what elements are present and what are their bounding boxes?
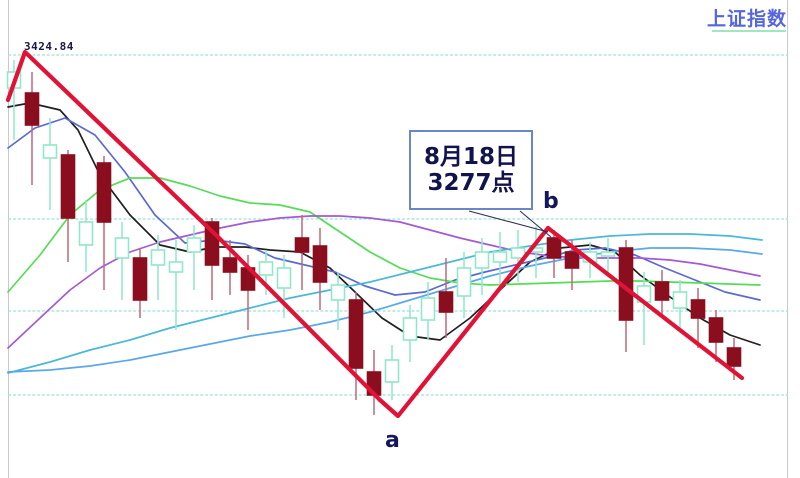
candle-body-up <box>600 251 616 257</box>
annotation-price-text: 3277点 <box>427 169 515 196</box>
trendline-downtrend-from-high <box>5 49 383 403</box>
pivot-label-b: b <box>543 189 559 214</box>
ma-line-ma-cyan <box>7 233 763 374</box>
candle-body-down <box>294 237 310 253</box>
candle-body-up <box>456 267 472 297</box>
callout-leader-line <box>519 210 552 238</box>
candle-body-down <box>564 251 580 269</box>
gridlines-group <box>8 54 788 396</box>
high-price-label: 3424.84 <box>24 40 74 53</box>
candlesticks-group <box>6 60 742 415</box>
candle-body-up <box>42 144 58 159</box>
ma-line-ma-purple <box>7 215 761 349</box>
pivot-label-a: a <box>385 428 400 453</box>
candle-body-down <box>438 291 454 313</box>
candle-body-up <box>276 267 292 289</box>
candle-body-down <box>348 299 364 369</box>
candle-body-down <box>24 92 40 126</box>
candle-body-up <box>78 221 94 246</box>
trendlines-group <box>5 49 745 419</box>
trendline-downtrend-from-b <box>545 225 745 381</box>
candle-body-down <box>96 162 112 223</box>
candle-body-up <box>186 237 202 253</box>
candle-body-down <box>546 237 562 259</box>
candle-body-down <box>222 257 238 273</box>
ma-line-ma-green <box>7 177 761 293</box>
candle-body-up <box>384 359 400 383</box>
ma-line-ma-black <box>7 102 761 346</box>
candle-body-up <box>330 284 346 301</box>
callout-leader-line <box>468 210 549 233</box>
trendline-uptrend-a-to-b <box>377 225 551 419</box>
candle-body-up <box>420 297 436 321</box>
candle-body-down <box>708 317 724 343</box>
window-border-left <box>8 0 9 478</box>
ma-line-ma-lightblue <box>7 247 763 373</box>
candle-body-down <box>132 257 148 301</box>
candle-body-up <box>168 261 184 273</box>
candle-body-up <box>114 237 130 259</box>
annotation-date-text: 8月18日 <box>423 143 518 170</box>
candle-body-down <box>60 154 76 219</box>
candle-body-up <box>474 251 490 269</box>
annotation-callout-box[interactable]: 8月18日 3277点 <box>409 130 533 210</box>
candle-body-up <box>150 249 166 266</box>
candle-body-down <box>312 245 328 283</box>
candle-body-up <box>510 247 526 259</box>
candle-body-up <box>402 317 418 341</box>
index-title: 上证指数 <box>706 8 787 30</box>
callout-leader-lines <box>468 210 552 238</box>
candle-body-down <box>690 299 706 319</box>
candle-body-down <box>726 347 742 367</box>
candle-body-up <box>258 261 274 276</box>
window-border-right <box>787 0 788 478</box>
candle-body-up <box>492 251 508 263</box>
candle-body-down <box>654 281 670 301</box>
candle-body-up <box>672 291 688 309</box>
